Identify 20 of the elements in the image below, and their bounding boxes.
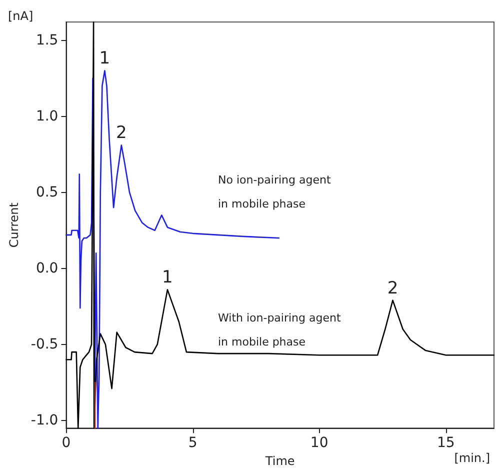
y-tick-label: 0.0 bbox=[36, 260, 58, 276]
text: [nA] bbox=[8, 9, 34, 23]
text: [min.] bbox=[454, 451, 490, 465]
annotation: 1 bbox=[162, 268, 173, 288]
x-tick-label: 0 bbox=[62, 435, 71, 452]
annotation: 1 bbox=[99, 48, 110, 69]
x-tick-label: 5 bbox=[188, 435, 198, 452]
y-axis-title: Current bbox=[7, 202, 21, 248]
y-tick-label: -1.0 bbox=[30, 412, 58, 428]
annotation: 2 bbox=[387, 278, 398, 298]
annotation: No ion-pairing agent in mobile phase bbox=[218, 174, 332, 210]
annotation: 2 bbox=[116, 123, 127, 144]
x-tick-label: 10 bbox=[310, 435, 328, 452]
x-tick-label: 15 bbox=[436, 435, 455, 452]
x-axis-title: Time bbox=[264, 454, 295, 468]
annotation: With ion-pairing agent in mobile phase bbox=[218, 312, 342, 348]
y-tick-label: -0.5 bbox=[30, 336, 58, 352]
y-tick-label: 1.0 bbox=[36, 108, 58, 124]
y-tick-label: 1.5 bbox=[36, 32, 58, 48]
y-tick-label: 0.5 bbox=[36, 184, 58, 200]
